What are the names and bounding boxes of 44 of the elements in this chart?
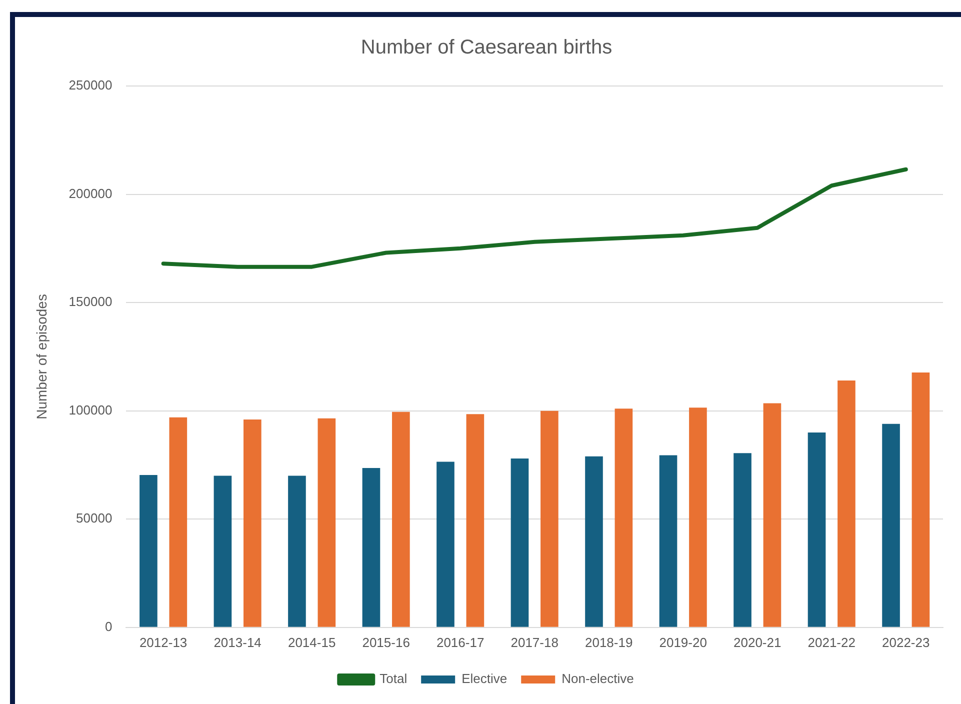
legend-label: Elective (462, 671, 508, 686)
bar (169, 417, 188, 627)
bar (882, 424, 900, 627)
bar (436, 462, 454, 627)
x-tick-label: 2019-20 (659, 634, 707, 650)
bar (838, 380, 856, 627)
bar (140, 474, 158, 627)
bar (214, 476, 232, 627)
bar (540, 410, 558, 627)
bar (912, 372, 930, 627)
bar (614, 408, 633, 627)
x-tick-label: 2015-16 (362, 634, 410, 650)
bar (288, 476, 306, 627)
bar (362, 468, 380, 627)
legend-label: Total (380, 671, 408, 686)
x-tick-label: 2021-22 (808, 634, 856, 650)
bar (392, 412, 410, 627)
chart-title: Number of Caesarean births (360, 36, 612, 59)
x-tick-label: 2012-13 (139, 634, 188, 650)
bar (734, 453, 752, 627)
x-tick-label: 2016-17 (436, 634, 484, 650)
x-tick-label: 2013-14 (214, 634, 262, 650)
bar (318, 418, 336, 627)
bar (689, 408, 707, 627)
bar (510, 458, 529, 627)
y-tick-label: 50000 (76, 510, 112, 526)
bar (466, 414, 484, 627)
y-tick-label: 100000 (68, 402, 112, 418)
x-tick-label: 2014-15 (288, 634, 336, 650)
y-tick-label: 0 (104, 618, 112, 634)
x-tick-label: 2017-18 (510, 634, 558, 650)
x-tick-label: 2022-23 (882, 634, 930, 650)
x-tick-label: 2020-21 (734, 634, 782, 650)
legend-label: Non-elective (562, 671, 634, 686)
x-tick-label: 2018-19 (584, 634, 633, 650)
y-tick-label: 200000 (68, 186, 112, 201)
bar (808, 432, 826, 627)
y-tick-label: 150000 (68, 294, 112, 310)
bar (244, 420, 262, 627)
bar (763, 403, 782, 627)
bar (659, 455, 678, 627)
y-axis-title: Number of episodes (33, 294, 50, 420)
y-tick-label: 250000 (68, 78, 112, 93)
bar (585, 456, 603, 627)
